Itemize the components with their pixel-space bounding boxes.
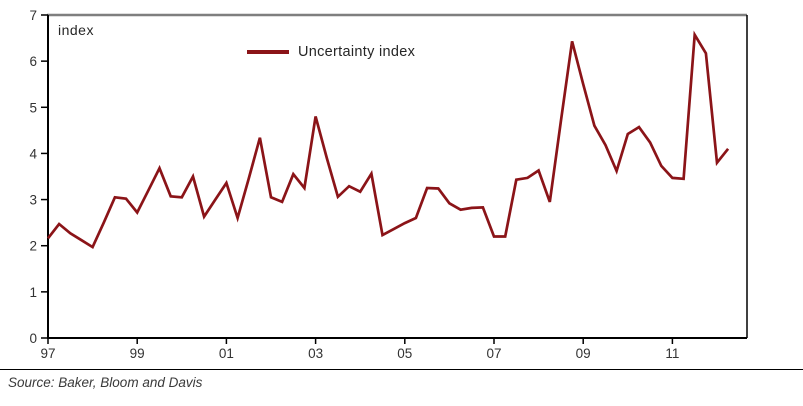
y-tick-label: 7: [29, 8, 37, 23]
y-tick-label: 1: [29, 285, 37, 300]
x-tick-label: 01: [219, 346, 234, 361]
x-tick-label: 97: [40, 346, 55, 361]
y-tick-label: 2: [29, 239, 37, 254]
y-tick-label: 6: [29, 54, 37, 69]
source-text: Source: Baker, Bloom and Davis: [8, 375, 203, 390]
y-tick-label: 5: [29, 100, 37, 115]
x-tick-label: 07: [486, 346, 501, 361]
legend: Uncertainty index: [247, 44, 415, 60]
x-tick-label: 03: [308, 346, 323, 361]
x-tick-label: 09: [576, 346, 591, 361]
uncertainty-index-line: [46, 30, 730, 250]
x-tick-label: 11: [665, 346, 679, 361]
legend-label: Uncertainty index: [298, 44, 416, 60]
y-tick-label: 0: [29, 331, 37, 346]
source-divider: [0, 369, 803, 370]
y-tick-label: 3: [29, 193, 37, 208]
legend-line-swatch: [247, 50, 289, 54]
y-tick-label: 4: [29, 146, 37, 161]
x-tick-label: 99: [130, 346, 145, 361]
y-axis-unit-label: index: [58, 22, 94, 38]
x-tick-label: 05: [397, 346, 412, 361]
